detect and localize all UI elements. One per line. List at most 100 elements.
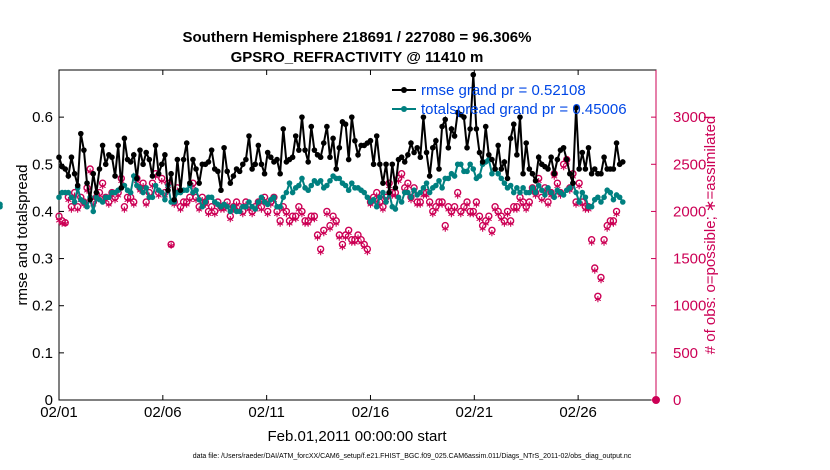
obs-possible-marker (416, 198, 425, 206)
obs-assimilated-marker: * (190, 182, 197, 197)
obs-assimilated-marker: * (227, 215, 234, 230)
obs-possible-marker (348, 236, 356, 244)
rmse-point (507, 135, 514, 142)
rmse-point (261, 170, 268, 177)
obs-possible-marker (591, 264, 599, 272)
rmse-point (121, 135, 128, 142)
rmse-point (289, 154, 296, 161)
rmse-point (598, 170, 604, 177)
obs-possible-marker (513, 203, 521, 211)
rmse-point (408, 140, 414, 146)
totalspread-point (423, 180, 430, 186)
rmse-point (239, 161, 246, 168)
rmse-point (576, 166, 582, 172)
obs-possible-marker (600, 236, 608, 244)
rmse-point (370, 161, 377, 168)
rmse-point (464, 144, 470, 151)
rmse-point (373, 133, 380, 139)
obs-possible-marker (547, 188, 555, 197)
rmse-point (183, 140, 190, 146)
obs-possible-marker (73, 203, 82, 211)
obs-assimilated-marker: * (573, 201, 580, 216)
obs-assimilated-marker: * (168, 241, 175, 256)
obs-possible-marker (98, 179, 107, 187)
totalspread-point (289, 189, 296, 196)
obs-assimilated-marker: * (199, 196, 206, 211)
obs-assimilated-marker: * (513, 205, 520, 220)
rmse-point (280, 126, 287, 132)
totalspread-point (230, 203, 237, 210)
legend-rmse-marker (401, 87, 407, 93)
obs-assimilated-marker: * (370, 196, 377, 211)
rmse-point (451, 133, 458, 139)
obs-assimilated-marker: * (610, 220, 617, 235)
rmse-point (330, 135, 336, 142)
totalspread-point (526, 189, 533, 196)
obs-assimilated-marker: * (601, 238, 608, 253)
y2-tick-label: 1000 (673, 298, 706, 315)
totalspread-point (548, 189, 554, 196)
obs-possible-marker (488, 226, 496, 234)
rmse-point (526, 166, 533, 172)
legend: rmse grand pr = 0.52108 totalspread gran… (392, 82, 627, 118)
obs-assimilated-marker: * (470, 210, 477, 225)
obs-assimilated-marker: * (361, 243, 368, 258)
rmse-point (134, 175, 140, 182)
totalspread-point (470, 166, 477, 172)
totalspread-point (348, 180, 355, 186)
chart-subtitle: GPSRO_REFRACTIVITY @ 11410 m (231, 49, 484, 66)
x-tick-label: 02/21 (456, 404, 494, 421)
totalspread-point (90, 208, 97, 215)
obs-assimilated-marker: * (373, 191, 380, 206)
obs-assimilated-marker: * (183, 201, 190, 216)
obs-assimilated-marker: * (99, 182, 106, 197)
obs-assimilated-marker: * (613, 210, 620, 225)
totalspread-point (495, 170, 501, 177)
totalspread-point (308, 182, 315, 189)
totalspread-point (208, 194, 215, 201)
obs-assimilated-marker: * (274, 210, 281, 225)
obs-assimilated-marker: * (429, 210, 436, 225)
totalspread-point (551, 194, 558, 201)
x-tick-label: 02/26 (559, 404, 597, 421)
rmse-point (193, 166, 199, 172)
rmse-point (573, 104, 579, 111)
rmse-point (87, 196, 93, 203)
rmse-point (177, 187, 184, 194)
rmse-point (327, 154, 333, 161)
obs-possible-marker (167, 240, 175, 249)
totalspread-point (56, 194, 62, 201)
rmse-point (405, 152, 411, 158)
rmse-point (479, 159, 486, 165)
rmse-point (90, 170, 97, 177)
obs-possible-marker (453, 188, 462, 197)
obs-assimilated-marker: * (292, 215, 299, 230)
obs-possible-marker (413, 198, 421, 206)
rmse-point (348, 114, 355, 120)
rmse-point (143, 149, 150, 156)
totalspread-point (383, 199, 389, 205)
obs-possible-marker (316, 245, 325, 253)
obs-possible-marker (379, 203, 387, 211)
obs-assimilated-marker: * (77, 196, 84, 211)
rmse-point (563, 156, 570, 163)
obs-assimilated-marker: * (87, 168, 94, 183)
obs-assimilated-marker: * (582, 205, 589, 220)
obs-assimilated-marker: * (579, 201, 586, 216)
rmse-point (118, 185, 125, 191)
totalspread-point (405, 189, 411, 196)
totalspread-point (467, 161, 473, 168)
rmse-point (401, 159, 408, 165)
obs-possible-marker (606, 217, 615, 225)
obs-assimilated-marker: * (436, 201, 443, 216)
rmse-line (58, 74, 624, 200)
obs-assimilated-marker: * (112, 196, 119, 211)
obs-assimilated-marker: * (333, 220, 340, 235)
rmse-point (296, 147, 302, 153)
obs-possible-marker (326, 221, 334, 230)
obs-assimilated-marker: * (476, 215, 483, 230)
totalspread-point (498, 175, 505, 182)
obs-assimilated-marker: * (258, 205, 265, 220)
rmse-point (336, 144, 343, 151)
obs-possible-marker (301, 217, 309, 225)
